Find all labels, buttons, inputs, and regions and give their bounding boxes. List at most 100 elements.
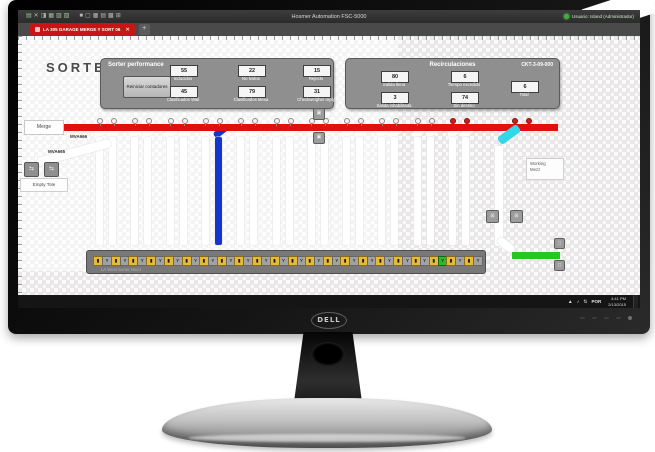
sensor-icon [344,118,351,126]
perf-metric-value: 55 [170,65,198,77]
layers-icon[interactable]: ▧ [63,13,70,19]
chute-lane [166,137,174,245]
empty-tote-button[interactable]: ⇆ [24,162,39,177]
recirc-metric-label: Sin destino [453,103,475,108]
monitor-buttons[interactable] [580,316,632,320]
merge-label: Merge [24,120,64,135]
hmi-tab-icon [35,27,40,32]
sensor-icon [111,118,117,126]
chute-lane-active [214,137,222,245]
list-icon[interactable]: ▤ [100,13,107,19]
perf-metric-value: 45 [170,86,198,98]
recirc-metric-value: 74 [451,92,479,104]
empty-tote-button[interactable]: ⇆ [44,162,59,177]
sensor-icon [238,118,245,126]
taskbar: ▲ ♪ ⇅ POR 4:41 PM 2/13/2015 [18,295,640,308]
sorter-main-line [55,124,558,131]
recirculation-panel: Recirculaciones CKT-3-09-000 80 Salida ll… [345,58,560,109]
grid-icon[interactable]: ▦ [48,13,55,19]
volume-icon[interactable]: ♪ [576,298,580,305]
perf-metric-label: Checkweigher reply [297,97,335,102]
chute-lane [144,137,152,245]
copy-icon[interactable]: ◨ [40,13,47,19]
tab-bar: LA 305 GARAGE MERGE Y SORT 06 ✕ + [18,23,640,36]
performance-title: Sorter performance [108,62,164,68]
chute-lane [426,137,434,245]
chute-lane [250,137,258,245]
recirc-metric-value: 6 [511,81,539,93]
monitor-stand-base [162,398,492,448]
expand-icon[interactable]: ⊞ [115,13,121,19]
cut-icon[interactable]: ✕ [33,13,39,19]
user-status: Usuario: Island (Administrador) [563,14,634,19]
recirculation-lane [495,146,503,246]
app-title: Hosmer Automation FSC-5000 [291,13,367,20]
tab-close-icon[interactable]: ✕ [125,26,130,33]
lane-status-indicator[interactable]: Y [473,256,483,266]
lane-indicator-bar: ▮ Y ▮ Y ▮ Y ▮ Y ▮ Y ▮ Y ▮ Y ▮ Y ▮ Y ▮ Y ▮ Y ▮ Y ▮ Y ▮ Y ▮ Y ▮ Y ▮ Y ▮ Y ▮ Y ▮ Y… [86,250,486,274]
chute-lane [201,137,209,245]
system-tray: ▲ ♪ ⇅ POR 4:41 PM 2/13/2015 [568,295,638,308]
chute-lane [449,137,456,245]
sensor-icon [97,118,103,126]
chute-lane [237,137,245,245]
recirc-metric-label: Salida inhabilitada [376,103,412,108]
ruler-left [18,36,22,295]
sorter-performance-panel: Sorter performance Reiniciar contadores … [100,58,335,109]
window-icon[interactable]: ■ [79,13,84,19]
chute-lane [131,137,139,245]
line-device-icon[interactable]: ▣ [313,108,325,120]
status-dot-icon [563,14,569,19]
chute-lane [391,137,399,245]
bar-caption: LA West Sorter Mezz [101,267,142,272]
power-led [628,316,632,320]
monitor-stand-neck [294,332,362,402]
lane-control-icon[interactable]: ⊠ [486,210,499,223]
perf-metric-value: 22 [238,65,266,77]
sensor-icon [428,118,435,126]
chute-lane [320,137,328,245]
belt-device-icon[interactable]: ◻ [554,260,565,271]
belt-device-icon[interactable]: ◻ [554,238,565,249]
chute-lane [179,137,187,245]
sensor-icon [308,118,315,126]
tab-active[interactable]: LA 305 GARAGE MERGE Y SORT 06 ✕ [30,24,135,35]
export-icon[interactable]: ▤ [26,13,32,19]
sensor-icon [379,118,386,126]
sensor-blocked-icon [512,118,518,124]
sensor-icon [132,118,139,126]
chute-lane [343,137,351,245]
dell-logo: DELL [311,312,347,329]
panel-icon[interactable]: ▩ [108,13,114,19]
network-icon[interactable]: ⇅ [583,298,588,305]
sensor-blocked-icon [464,118,470,124]
table-icon[interactable]: ▦ [92,13,99,19]
perf-metric-label: Clasificados Wall [166,97,200,102]
tab-label: LA 305 GARAGE MERGE Y SORT 06 [43,27,121,32]
chute-lane [462,137,469,245]
tab-add-button[interactable]: + [138,24,150,35]
ruler-top [18,36,640,40]
taskbar-clock[interactable]: 4:41 PM 2/13/2015 [608,296,626,307]
recirc-metric-label: Tiempo excedido [447,82,481,87]
reset-counters-button[interactable]: Reiniciar contadores [123,76,171,98]
chute-lane [307,137,315,245]
lane-control-icon[interactable]: ⊠ [510,210,523,223]
show-desktop-button[interactable] [633,295,638,308]
frame-icon[interactable]: ▢ [85,13,91,19]
hidden-icons-icon[interactable]: ▲ [567,298,573,305]
toolbar-icons: ▤ ✕ ◨ ▦ ▨ ▧ ■ ▢ ▦ ▤ ▩ ⊞ [26,13,121,20]
conveyor-id-bottom: MVA665 [48,149,66,154]
empty-tote-label: Empty Tote [20,178,68,192]
chart-icon[interactable]: ▨ [56,13,62,19]
sorter-title: SORTER [46,60,119,75]
chute-lane [109,137,116,245]
perf-metric-label: Inducidos [173,76,193,81]
recirc-metric-label: Salida llena [382,82,406,87]
line-device-icon[interactable]: ▣ [313,132,325,144]
language-indicator[interactable]: POR [591,299,602,304]
sensor-icon [393,118,400,126]
app-titlebar: ▤ ✕ ◨ ▦ ▨ ▧ ■ ▢ ▦ ▤ ▩ ⊞ Hosmer Automation FSC-5000 … [18,10,640,23]
chute-lane [285,137,293,245]
